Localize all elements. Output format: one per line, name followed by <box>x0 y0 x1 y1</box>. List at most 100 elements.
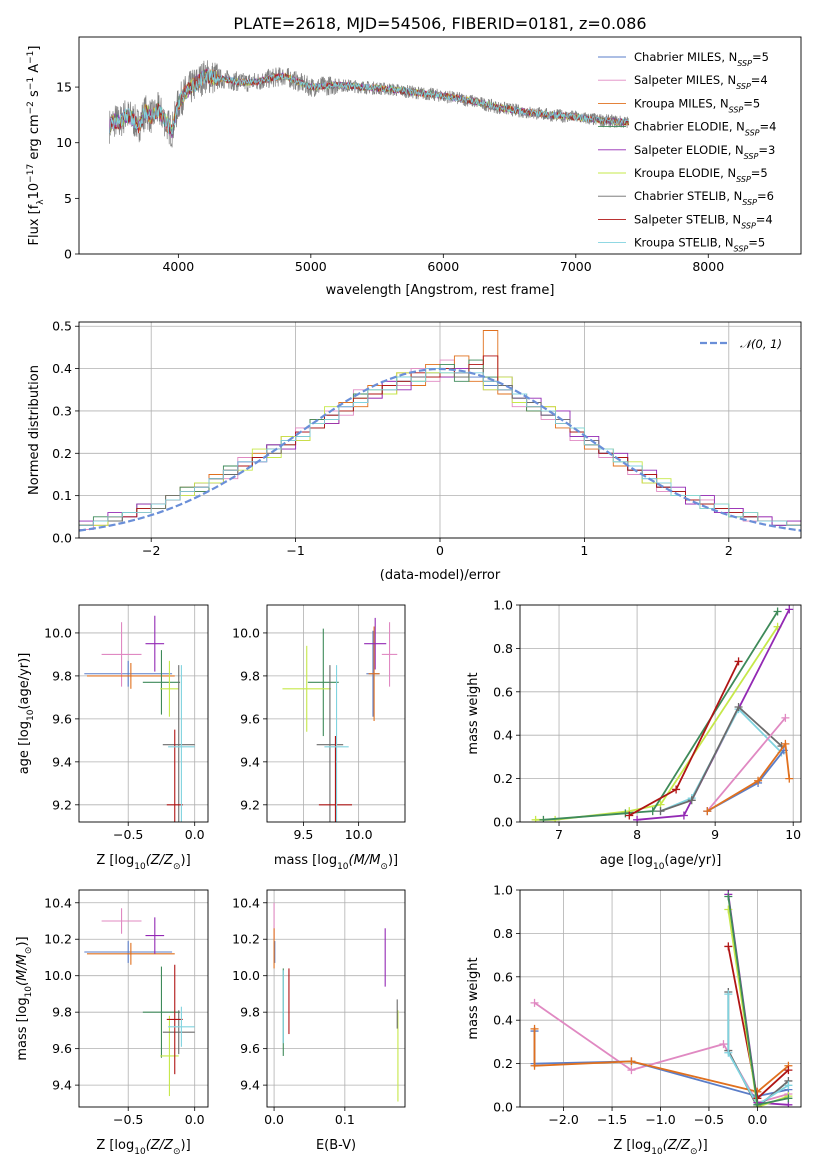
x-axis-label-part: wavelength [Angstrom, rest frame] <box>326 283 555 298</box>
y-tick-label: 0.3 <box>52 403 72 418</box>
weight-point-marker <box>656 807 665 816</box>
x-axis-label: E(B-V) <box>316 1138 356 1153</box>
x-axis-label-part: )] <box>388 853 398 868</box>
x-axis-label-part: E(B-V) <box>316 1138 356 1153</box>
legend-entry-tail: =4 <box>751 73 768 87</box>
x-tick-label: 7 <box>555 827 563 842</box>
y-axis-label-part: −17 <box>26 164 36 183</box>
weight-point-marker <box>773 607 782 616</box>
x-axis-label-part: ⊙ <box>380 862 388 872</box>
model-fit-line <box>109 68 630 136</box>
weight-point-marker <box>724 942 733 951</box>
x-tick-label: 9.5 <box>293 827 313 842</box>
model-fit-line <box>109 69 630 139</box>
y-axis-label-part: ] <box>27 46 42 51</box>
legend-entry-text: Chabrier MILES, N <box>634 50 737 64</box>
weight-point-marker <box>719 1040 728 1049</box>
y-tick-label: 9.4 <box>240 754 260 769</box>
x-axis-label-part: ⊙ <box>690 1147 698 1157</box>
y-axis-label-part: 10 <box>27 183 42 200</box>
weight-point-marker <box>648 807 657 816</box>
x-axis-label: Z [log10(Z/Z⊙)] <box>96 853 190 872</box>
observed-spectrum-line <box>109 60 629 148</box>
x-axis-label-part: 10 <box>653 862 665 872</box>
x-tick-label: −1.5 <box>597 1112 627 1127</box>
x-tick-label: −0.5 <box>113 827 143 842</box>
legend-entry-tail: =5 <box>743 96 760 110</box>
y-tick-label: 10.0 <box>232 625 260 640</box>
weight-point-marker <box>703 807 712 816</box>
legend-entry-tail: =5 <box>748 236 765 250</box>
axes-frame <box>266 889 406 1108</box>
y-axis-label-part: mass [log <box>15 997 30 1060</box>
x-axis-label-part: Z [log <box>96 853 134 868</box>
x-axis-label: Z [log10(Z/Z⊙)] <box>96 1138 190 1157</box>
axes-frame <box>78 889 209 1108</box>
x-tick-label: 7000 <box>560 259 592 274</box>
x-axis-label-part: Z [log <box>613 1138 651 1153</box>
x-tick-label: 0.0 <box>185 827 205 842</box>
y-axis-label-part: (age/yr)] <box>17 653 32 710</box>
errorbar-points <box>273 902 399 1102</box>
legend-entry-text: Kroupa ELODIE, N <box>634 166 736 180</box>
y-tick-label: 10 <box>56 135 72 150</box>
y-tick-label: 10.2 <box>44 932 72 947</box>
weight-series-line <box>706 749 785 812</box>
x-axis-label-part: )] <box>181 1138 191 1153</box>
x-tick-label: 10 <box>785 827 801 842</box>
y-axis-label-part: )] <box>15 936 30 946</box>
x-axis-label: wavelength [Angstrom, rest frame] <box>326 283 555 298</box>
legend-entry-sub: SSP <box>744 151 759 160</box>
x-axis-label-part: 10 <box>134 862 146 872</box>
legend-entry-tail: =4 <box>756 212 773 226</box>
weight-point-marker <box>784 1066 793 1075</box>
weight-point-marker <box>734 657 743 666</box>
x-axis-label-part: (Z/Z <box>146 1138 174 1153</box>
x-axis-label-part: mass [log <box>274 853 337 868</box>
y-tick-label: 9.6 <box>52 1041 72 1056</box>
weight-point-marker <box>724 892 733 901</box>
y-tick-label: 0.4 <box>493 728 513 743</box>
y-axis-label-part: −2 <box>26 101 36 114</box>
y-tick-label: 9.8 <box>52 1005 72 1020</box>
weight-point-marker <box>679 811 688 820</box>
x-axis-label-part: (data-model)/error <box>380 568 501 583</box>
y-tick-label: 9.4 <box>52 754 72 769</box>
weight-point-marker <box>530 1024 539 1033</box>
y-axis-label-part: 10 <box>26 709 36 721</box>
y-tick-label: 5 <box>64 191 72 206</box>
y-tick-label: 9.2 <box>52 797 72 812</box>
legend-entry-text: Chabrier STELIB, N <box>634 189 742 203</box>
y-tick-label: 10.4 <box>232 895 260 910</box>
weight-lines <box>531 605 794 822</box>
y-tick-label: 9.4 <box>240 1078 260 1093</box>
legend-entry-text: Salpeter ELODIE, N <box>634 143 744 157</box>
legend-entry-sub: SSP <box>736 82 751 91</box>
weight-point-marker <box>672 785 681 794</box>
legend-entry: Salpeter MILES, NSSP=4 <box>634 73 768 91</box>
x-tick-label: 5000 <box>295 259 327 274</box>
axes-frame <box>78 36 802 255</box>
weight-point-marker <box>531 815 540 822</box>
weight-point-marker <box>633 815 642 822</box>
legend-entry: Kroupa STELIB, NSSP=5 <box>634 236 765 254</box>
weight-series-line <box>727 994 789 1107</box>
y-tick-label: 0.4 <box>52 361 72 376</box>
y-tick-label: 1.0 <box>493 598 513 613</box>
legend-entry: Chabrier MILES, NSSP=5 <box>634 50 769 68</box>
legend-entry-text: Salpeter MILES, N <box>634 73 736 87</box>
weight-point-marker <box>627 1057 636 1066</box>
model-fit-line <box>109 68 630 135</box>
axes-frame <box>78 321 802 539</box>
weight-point-marker <box>784 1094 793 1103</box>
axes-frame <box>519 604 802 823</box>
x-tick-label: 0 <box>436 543 444 558</box>
model-fit-line <box>109 69 630 135</box>
y-axis-label-part: mass weight <box>466 672 481 754</box>
weight-series-line <box>543 611 779 821</box>
x-axis-label-part: (M/M <box>349 853 381 868</box>
y-axis-label-part: age [log <box>17 721 32 774</box>
y-tick-label: 9.4 <box>52 1078 72 1093</box>
